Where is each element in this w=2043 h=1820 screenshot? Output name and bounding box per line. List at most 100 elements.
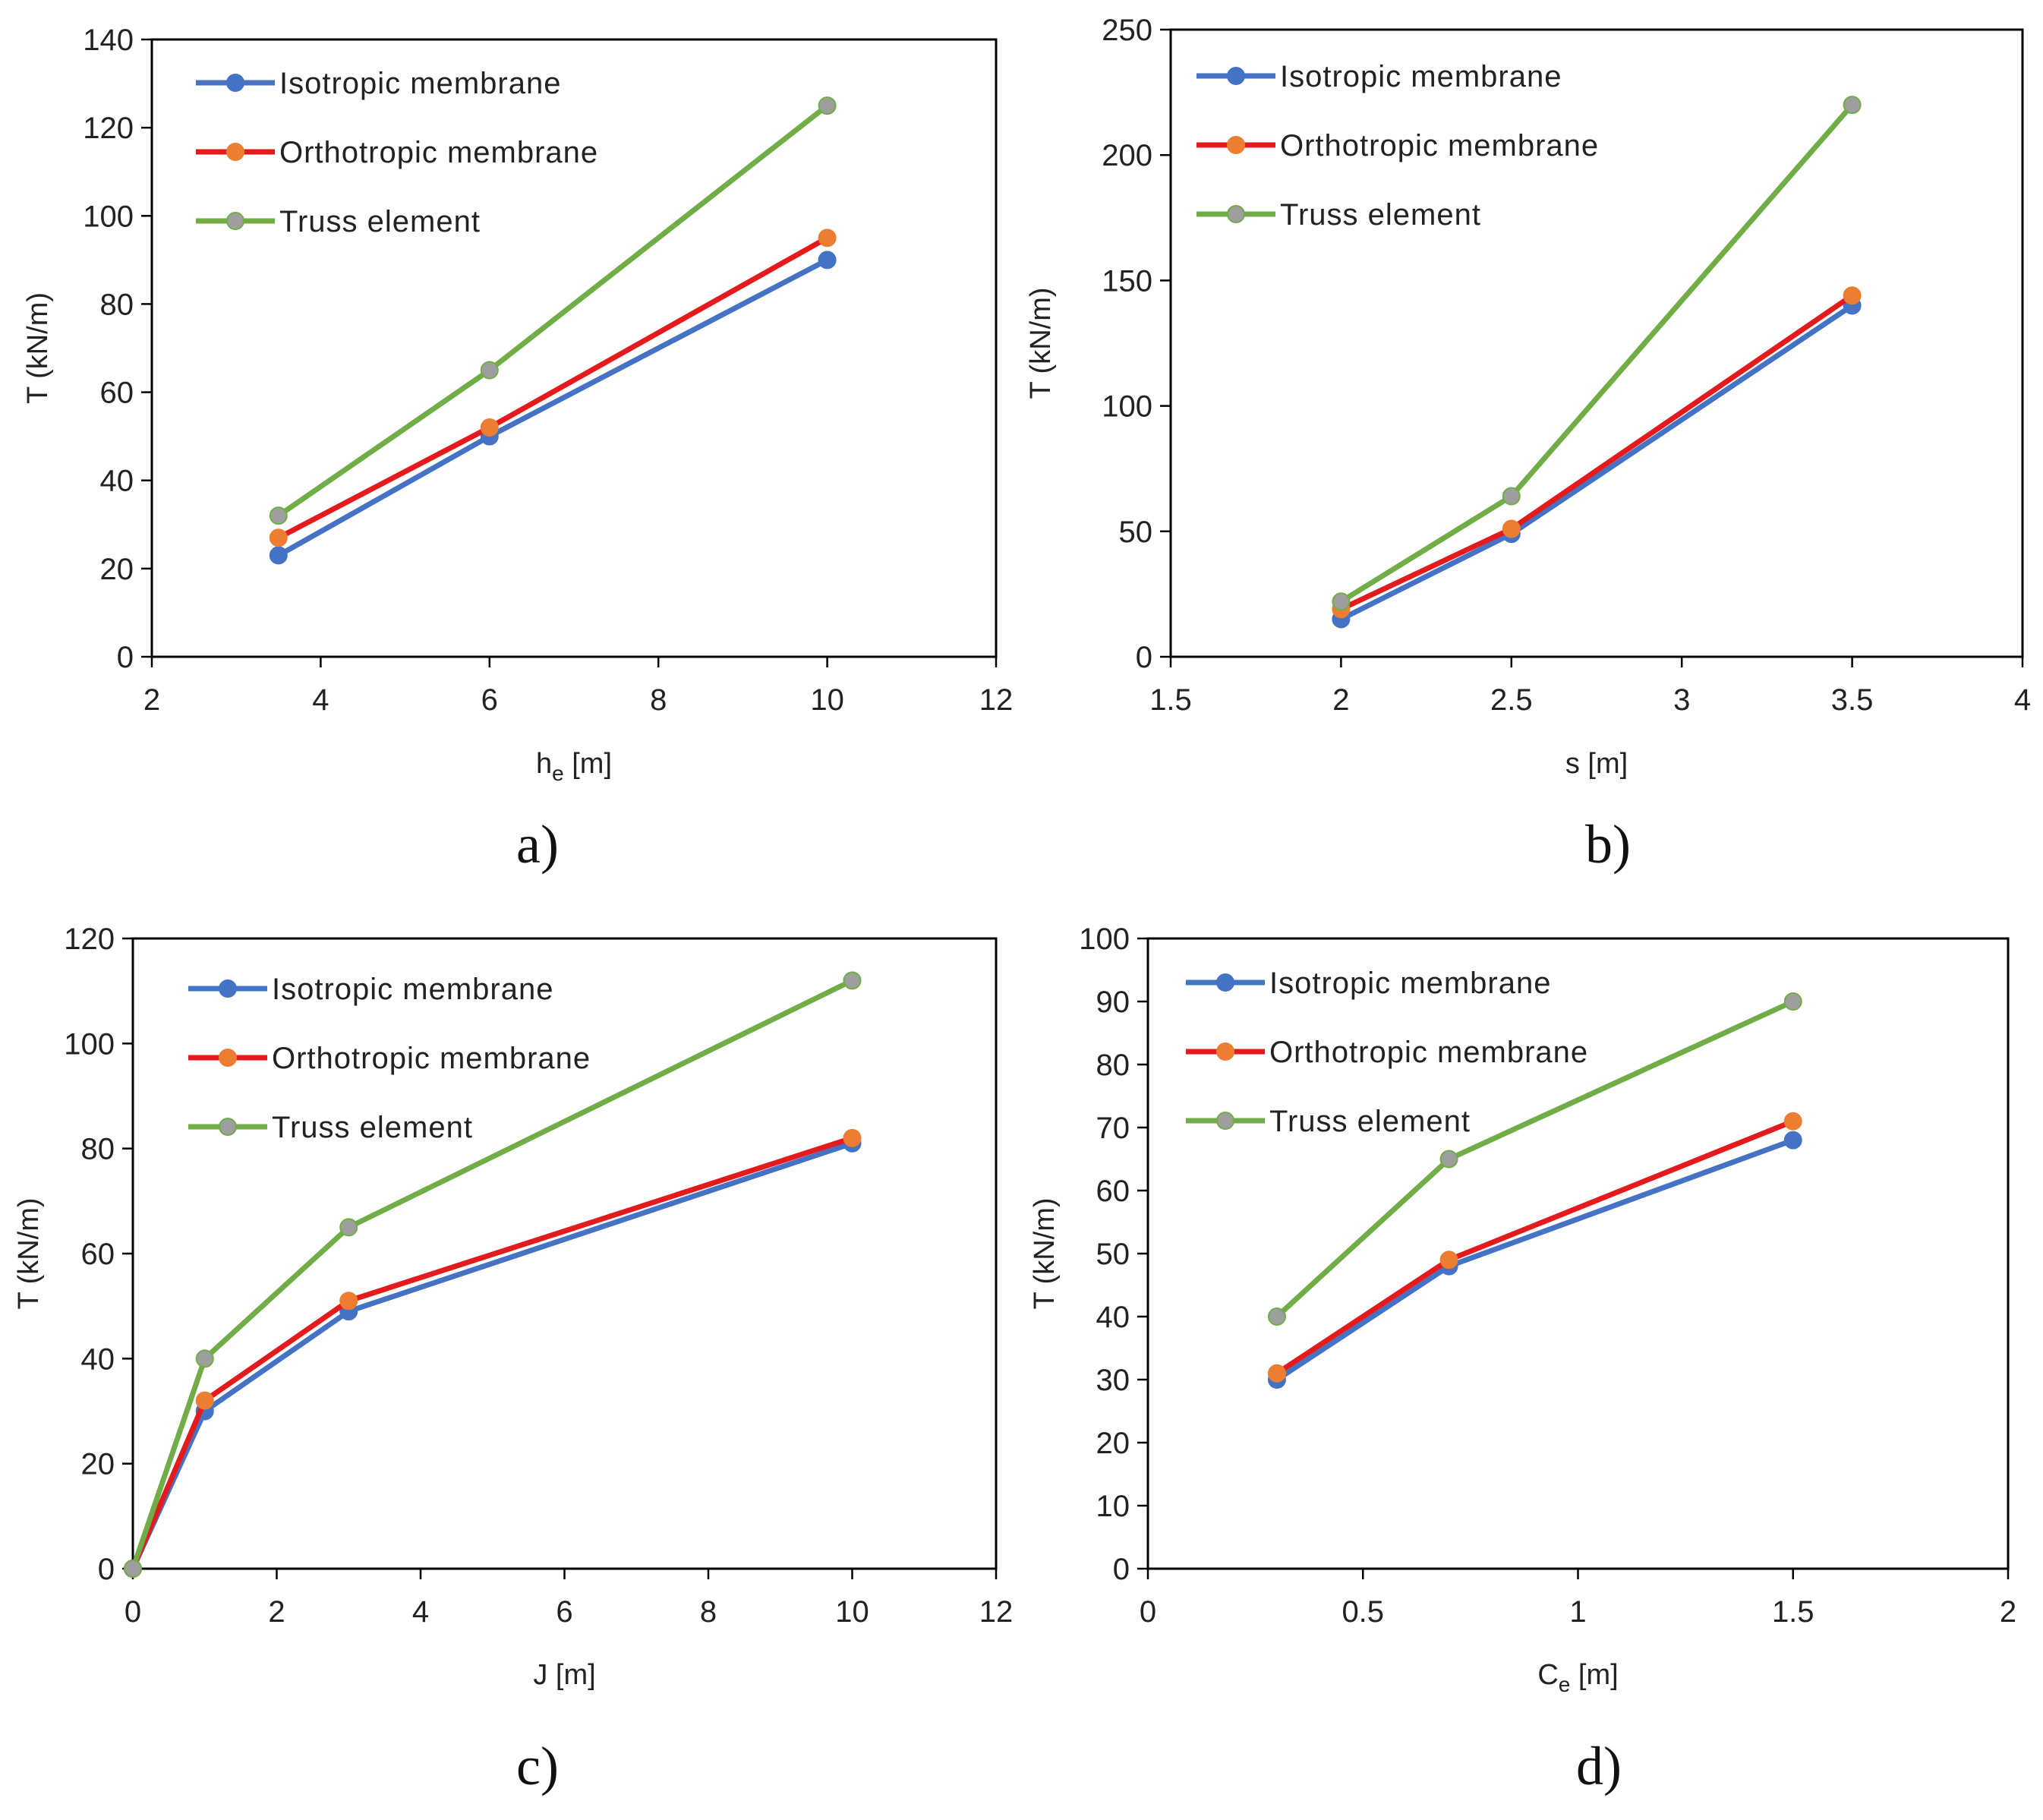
- y-tick-label: 100: [83, 200, 134, 233]
- legend-marker-orthotropic: [1216, 1042, 1234, 1061]
- x-tick-label: 4: [312, 683, 329, 717]
- data-point-isotropic: [818, 251, 837, 270]
- x-tick-label: 4: [2014, 683, 2031, 717]
- y-tick-label: 0: [117, 641, 134, 674]
- x-axis-title-unit: [m]: [547, 1659, 595, 1691]
- x-tick-label: 3.5: [1831, 683, 1874, 717]
- legend-label-orthotropic: Orthotropic membrane: [272, 1042, 591, 1075]
- y-tick-label: 50: [1096, 1238, 1130, 1271]
- legend-label-orthotropic: Orthotropic membrane: [279, 136, 598, 169]
- series-line-truss: [130, 978, 854, 1570]
- y-tick-label: 60: [1096, 1175, 1130, 1208]
- legend-label-isotropic: Isotropic membrane: [1269, 967, 1551, 1000]
- x-tick-label: 1.5: [1149, 683, 1192, 717]
- legend-label-isotropic: Isotropic membrane: [279, 67, 561, 100]
- x-axis-title-subscript: e: [552, 762, 564, 785]
- x-tick-label: 6: [481, 683, 498, 717]
- y-tick-label: 50: [1119, 516, 1153, 549]
- data-point-truss: [269, 506, 288, 525]
- y-tick-label: 10: [1096, 1490, 1130, 1523]
- legend-marker-orthotropic: [219, 1049, 237, 1067]
- y-tick-label: 100: [1079, 923, 1130, 956]
- x-axis-title: s [m]: [1565, 748, 1628, 780]
- plot-frame: [1169, 28, 2024, 658]
- data-point-isotropic: [269, 546, 288, 565]
- x-tick-label: 6: [556, 1595, 572, 1629]
- y-axis-title: T (kN/m): [22, 292, 54, 404]
- legend-marker-truss: [219, 1118, 237, 1136]
- series-line-isotropic: [277, 257, 829, 558]
- panel-label-a: a): [516, 814, 559, 875]
- x-tick-label: 10: [835, 1595, 869, 1629]
- plot-frame: [1146, 937, 2010, 1570]
- x-tick-label: 1.5: [1772, 1595, 1814, 1629]
- x-tick-label: 8: [700, 1595, 717, 1629]
- y-tick-label: 20: [100, 553, 134, 586]
- data-point-orthotropic: [843, 1128, 862, 1147]
- data-point-truss: [1783, 992, 1802, 1011]
- legend-marker-isotropic: [226, 74, 244, 92]
- y-tick-label: 120: [83, 112, 134, 145]
- legend-marker-isotropic: [219, 979, 237, 998]
- y-tick-label: 60: [81, 1238, 115, 1271]
- y-tick-label: 0: [1113, 1553, 1130, 1586]
- series-line-isotropic: [1275, 1137, 1794, 1382]
- legend-marker-isotropic: [1227, 67, 1245, 85]
- y-tick-label: 20: [1096, 1427, 1130, 1460]
- legend-label-orthotropic: Orthotropic membrane: [1280, 129, 1599, 162]
- x-tick-label: 3: [1673, 683, 1690, 717]
- y-tick-label: 60: [100, 377, 134, 410]
- y-tick-label: 40: [81, 1342, 115, 1376]
- data-point-truss: [339, 1218, 358, 1237]
- legend-label-truss: Truss element: [272, 1111, 473, 1144]
- panel-label-b: b): [1585, 814, 1631, 875]
- chart-b: 0 50 100 150 200 250 1.5 2 2.5 3 3.5 4 s [m] T (kN/m)…: [1025, 14, 2031, 875]
- x-tick-label: 2: [268, 1595, 285, 1629]
- data-point-orthotropic: [195, 1391, 214, 1410]
- y-tick-label: 0: [98, 1553, 115, 1586]
- legend-marker-orthotropic: [1227, 136, 1245, 154]
- data-point-truss: [818, 96, 837, 115]
- y-tick-label: 80: [81, 1133, 115, 1166]
- data-point-orthotropic: [1502, 519, 1521, 538]
- y-tick-label: 140: [83, 24, 134, 57]
- x-axis-title-subscript: e: [1559, 1673, 1571, 1696]
- series-line-orthotropic: [1339, 293, 1854, 612]
- data-point-truss: [1332, 592, 1351, 611]
- y-axis-title: T (kN/m): [1029, 1197, 1061, 1309]
- y-tick-label: 70: [1096, 1112, 1130, 1145]
- data-point-orthotropic: [1267, 1364, 1286, 1383]
- legend-label-orthotropic: Orthotropic membrane: [1269, 1036, 1588, 1069]
- data-point-isotropic: [1783, 1131, 1802, 1150]
- y-tick-label: 80: [100, 288, 134, 321]
- legend-label-isotropic: Isotropic membrane: [1280, 60, 1562, 93]
- y-tick-label: 100: [1102, 390, 1152, 424]
- x-tick-label: 0.5: [1342, 1595, 1384, 1629]
- y-tick-label: 250: [1102, 14, 1152, 47]
- x-axis-title-main: h: [536, 748, 552, 780]
- data-point-orthotropic: [1843, 286, 1862, 305]
- y-axis-title: T (kN/m): [13, 1197, 45, 1309]
- x-tick-label: 2: [1332, 683, 1349, 717]
- data-point-truss: [843, 971, 862, 990]
- chart-d: 0 10 20 30 40 50 60 70 80 90 100 0 0.5 1 1.5 2 Ce [m] T (…: [1029, 923, 2016, 1796]
- x-axis-title-main: s: [1565, 748, 1580, 780]
- y-tick-label: 40: [1096, 1301, 1130, 1334]
- legend-marker-truss: [1216, 1112, 1234, 1130]
- y-tick-label: 30: [1096, 1364, 1130, 1397]
- panel-label-d: d): [1576, 1736, 1622, 1796]
- x-axis-title-main: C: [1537, 1659, 1558, 1691]
- x-tick-label: 2: [2000, 1595, 2016, 1629]
- x-axis-title: J [m]: [533, 1659, 595, 1691]
- series-line-orthotropic: [277, 235, 829, 541]
- data-point-truss: [124, 1560, 142, 1578]
- data-point-truss: [1267, 1307, 1286, 1326]
- y-tick-label: 120: [64, 923, 115, 956]
- x-tick-label: 1: [1569, 1595, 1586, 1629]
- x-tick-label: 10: [810, 683, 844, 717]
- x-axis-title: he [m]: [536, 748, 612, 785]
- legend-marker-orthotropic: [226, 143, 244, 161]
- x-tick-label: 4: [412, 1595, 429, 1629]
